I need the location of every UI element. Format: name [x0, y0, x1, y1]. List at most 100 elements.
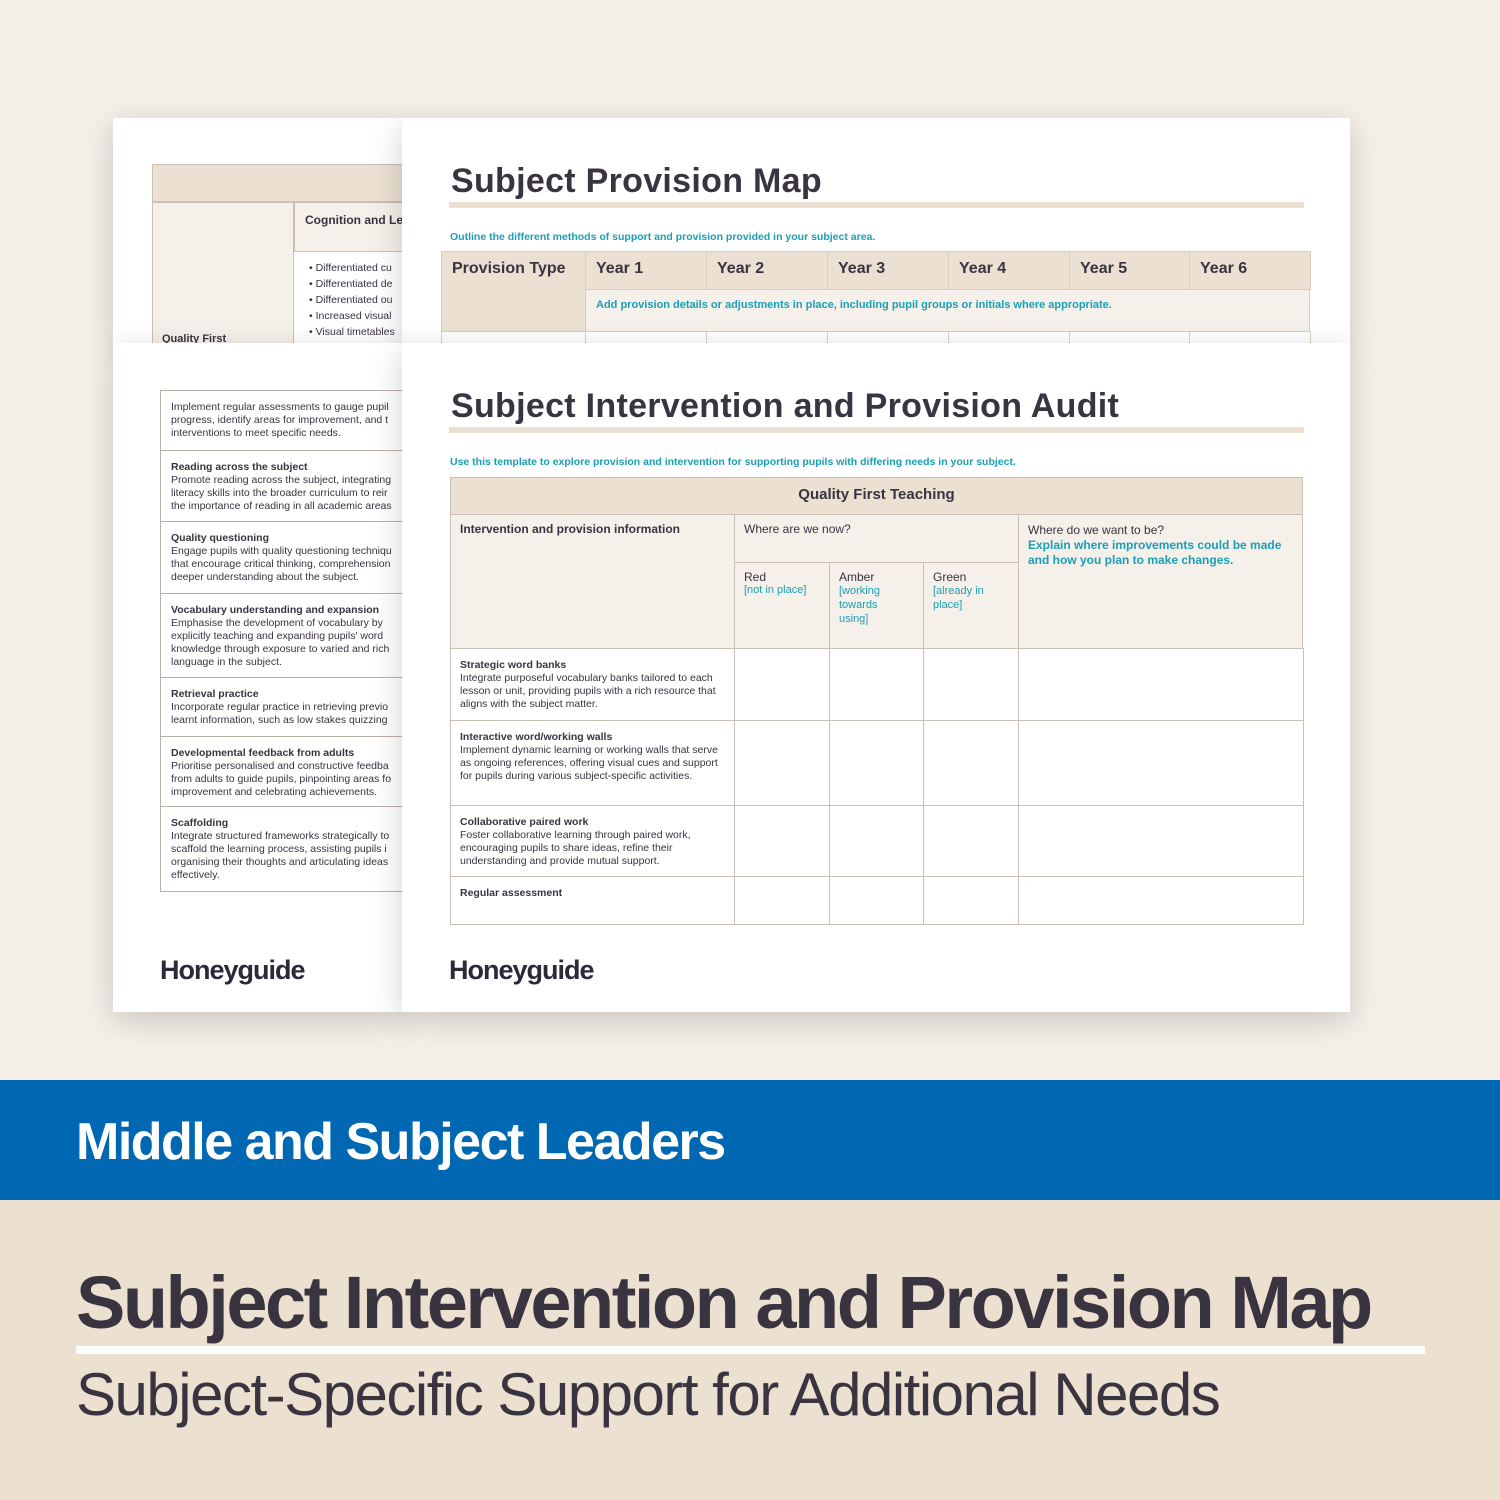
audit-page: Subject Intervention and Provision Audit…: [402, 343, 1350, 1012]
amber-hint: [working towards using]: [839, 585, 880, 625]
left-list-page: Implement regular assessments to gauge p…: [113, 343, 403, 1012]
green-header: Green [already in place]: [923, 562, 1019, 649]
bullet-item: • Increased visual: [309, 310, 392, 322]
intervention-cell: Regular assessment: [450, 876, 735, 925]
green-cell[interactable]: [923, 648, 1019, 721]
provision-hint: Add provision details or adjustments in …: [585, 289, 1310, 332]
product-footer: Subject Intervention and Provision Map S…: [0, 1200, 1500, 1500]
list-item: Reading across the subject Promote readin…: [160, 450, 403, 521]
divider: [160, 891, 403, 892]
row-title: Collaborative paired work: [460, 816, 589, 828]
item-text: Emphasise the development of vocabulary …: [171, 617, 390, 668]
bullet-item: • Differentiated cu: [309, 262, 392, 274]
red-cell[interactable]: [734, 876, 830, 925]
intervention-cell: Collaborative paired work Foster collabor…: [450, 805, 735, 877]
item-text: Promote reading across the subject, inte…: [171, 474, 392, 512]
green-cell[interactable]: [923, 720, 1019, 806]
amber-cell[interactable]: [829, 805, 924, 877]
list-item: Retrieval practice Incorporate regular pr…: [160, 677, 403, 736]
item-title: Reading across the subject: [171, 461, 308, 473]
title-underline: [449, 202, 1304, 208]
green-cell[interactable]: [923, 876, 1019, 925]
item-title: Quality questioning: [171, 532, 270, 544]
title-underline: [449, 427, 1304, 433]
red-hint: [not in place]: [744, 584, 807, 596]
column-header: Year 2: [706, 251, 828, 290]
list-item: Vocabulary understanding and expansion Em…: [160, 593, 403, 677]
item-title: Developmental feedback from adults: [171, 747, 355, 759]
red-cell[interactable]: [734, 720, 830, 806]
honeyguide-logo: Honeyguide: [160, 955, 313, 985]
list-item: Implement regular assessments to gauge p…: [160, 390, 403, 450]
product-subtitle: Subject-Specific Support for Additional …: [76, 1361, 1221, 1428]
table-cell[interactable]: [585, 331, 707, 343]
back-left-page: Quality First Cognition and Le • Differe…: [113, 118, 403, 343]
row-text: Implement dynamic learning or working wa…: [460, 744, 718, 782]
col-info-header: Intervention and provision information: [450, 514, 735, 649]
row-title: Regular assessment: [460, 887, 563, 899]
row-label-cell: Quality First: [152, 202, 294, 343]
amber-header: Amber [working towards using]: [829, 562, 924, 649]
page-subtitle: Outline the different methods of support…: [450, 231, 876, 243]
intervention-cell: Strategic word banks Integrate purposeful…: [450, 648, 735, 721]
item-title: Scaffolding: [171, 817, 229, 829]
header-table: Provision Type Year 1 Year 2 Year 3 Year 4 Ye…: [441, 251, 1311, 343]
list-item: Scaffolding Integrate structured framewor…: [160, 806, 403, 891]
red-cell[interactable]: [734, 805, 830, 877]
bullet-list: • Differentiated cu • Differentiated de • …: [309, 260, 395, 340]
header-band: [152, 164, 403, 202]
item-title: Retrieval practice: [171, 688, 259, 700]
row-text: Integrate purposeful vocabulary banks ta…: [460, 672, 716, 710]
item-text: Integrate structured frameworks strategi…: [171, 830, 390, 881]
improvement-cell[interactable]: [1018, 648, 1304, 721]
page-subtitle: Use this template to explore provision a…: [450, 456, 1016, 468]
column-header: Year 3: [827, 251, 949, 290]
col-want-label: Where do we want to be?: [1028, 523, 1165, 537]
table-cell[interactable]: [1069, 331, 1190, 343]
category-band: Middle and Subject Leaders: [0, 1080, 1500, 1200]
intervention-cell: Interactive word/working walls Implement …: [450, 720, 735, 806]
bullet-item: • Visual timetables: [309, 326, 395, 338]
row-text: Foster collaborative learning through pa…: [460, 829, 691, 867]
red-header: Red [not in place]: [734, 562, 830, 649]
table-cell[interactable]: [948, 331, 1070, 343]
table-cell[interactable]: [441, 331, 586, 343]
audit-table: Quality First Teaching Intervention and …: [450, 477, 1304, 925]
improvement-cell[interactable]: [1018, 720, 1304, 806]
green-label: Green: [933, 570, 967, 584]
improvement-cell[interactable]: [1018, 876, 1304, 925]
amber-cell[interactable]: [829, 720, 924, 806]
item-text: Engage pupils with quality questioning t…: [171, 545, 392, 583]
page-title: Subject Provision Map: [451, 162, 822, 200]
item-title: Vocabulary understanding and expansion: [171, 604, 380, 616]
column-header: Year 6: [1189, 251, 1311, 290]
table-cell[interactable]: [1189, 331, 1311, 343]
row-label: Quality First: [162, 333, 227, 343]
bullet-item: • Differentiated de: [309, 278, 393, 290]
column-header: Year 4: [948, 251, 1070, 290]
bullet-item: • Differentiated ou: [309, 294, 393, 306]
amber-cell[interactable]: [829, 876, 924, 925]
row-title: Strategic word banks: [460, 659, 567, 671]
column-header: Cognition and Le: [294, 202, 403, 252]
green-cell[interactable]: [923, 805, 1019, 877]
red-cell[interactable]: [734, 648, 830, 721]
table-cell[interactable]: [827, 331, 949, 343]
row-title: Interactive word/working walls: [460, 731, 613, 743]
col-want-hint: Explain where improvements could be made…: [1028, 538, 1282, 567]
column-header: Year 1: [585, 251, 707, 290]
amber-cell[interactable]: [829, 648, 924, 721]
table-cell[interactable]: [706, 331, 828, 343]
category-label: Middle and Subject Leaders: [76, 1113, 726, 1171]
provision-map-page: Subject Provision Map Outline the differ…: [402, 118, 1350, 343]
improvement-cell[interactable]: [1018, 805, 1304, 877]
list-item: Quality questioning Engage pupils with qu…: [160, 521, 403, 593]
item-text: Incorporate regular practice in retrievi…: [171, 701, 389, 726]
col-want-header: Where do we want to be? Explain where imp…: [1018, 514, 1303, 649]
title-divider: [76, 1346, 1425, 1354]
honeyguide-logo: Honeyguide: [449, 955, 602, 985]
section-header: Quality First Teaching: [450, 477, 1303, 515]
column-header: Provision Type: [441, 251, 586, 343]
product-title: Subject Intervention and Provision Map: [76, 1261, 1373, 1344]
col-now-header: Where are we now?: [734, 514, 1019, 563]
